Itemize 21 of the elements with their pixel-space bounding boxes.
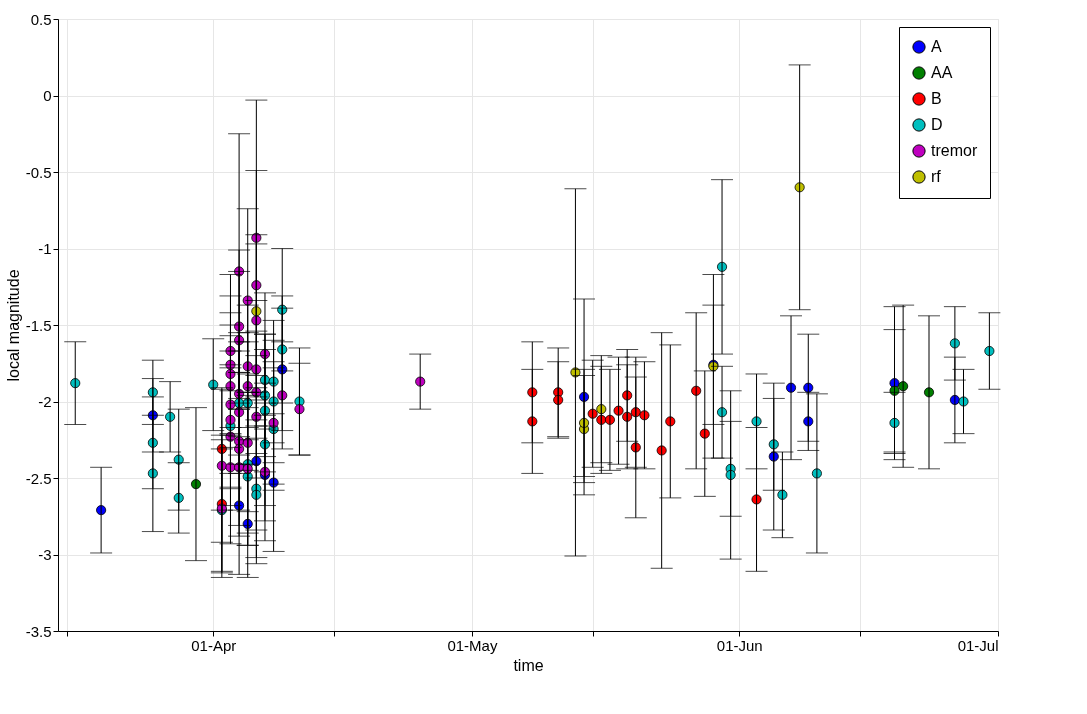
y-tick-label: -2 bbox=[38, 393, 52, 410]
y-tick-label: 0 bbox=[43, 87, 52, 104]
legend-label: tremor bbox=[931, 142, 978, 159]
legend-label: A bbox=[931, 38, 942, 55]
y-axis-title: local magnitude bbox=[4, 269, 22, 382]
y-tick-label: -3 bbox=[38, 546, 52, 563]
y-tick-label: -3.5 bbox=[25, 622, 52, 640]
y-tick-label: -0.5 bbox=[25, 163, 52, 181]
legend-label: B bbox=[931, 90, 942, 107]
legend-label: AA bbox=[931, 64, 953, 81]
legend-label: rf bbox=[931, 168, 942, 185]
x-tick-label: 01-May bbox=[447, 636, 498, 654]
x-axis-title: time bbox=[513, 656, 544, 674]
x-tick-label: 01-Apr bbox=[191, 636, 237, 654]
y-tick-label: -1.5 bbox=[25, 316, 52, 334]
y-tick-label: -1 bbox=[38, 240, 52, 257]
x-tick-label: 01-Jul bbox=[957, 636, 999, 654]
legend-label: D bbox=[931, 116, 943, 133]
x-tick-label: 01-Jun bbox=[716, 636, 763, 654]
y-tick-label: -2.5 bbox=[25, 469, 52, 487]
y-tick-label: 0.5 bbox=[30, 10, 52, 28]
